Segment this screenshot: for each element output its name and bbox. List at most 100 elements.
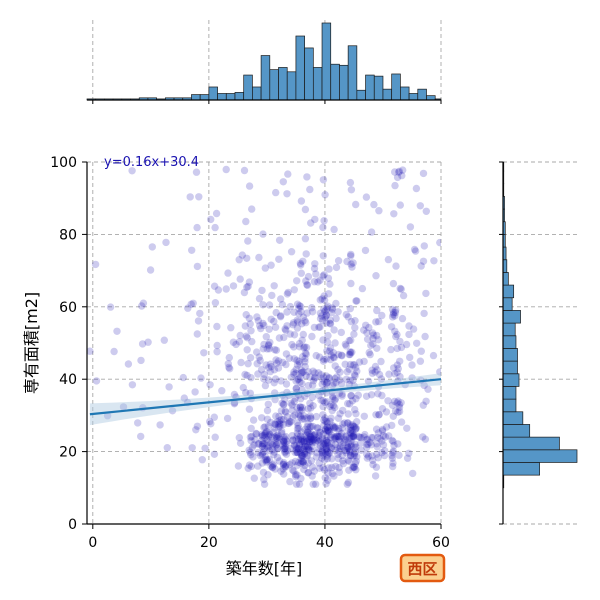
scatter-point <box>250 441 258 449</box>
scatter-point <box>342 432 350 440</box>
scatter-point <box>304 459 312 467</box>
scatter-point <box>378 391 386 400</box>
scatter-point <box>291 472 300 481</box>
scatter-point <box>283 322 291 330</box>
scatter-point <box>306 412 314 420</box>
scatter-point <box>240 166 249 175</box>
scatter-point <box>351 372 359 380</box>
scatter-point <box>275 357 283 365</box>
scatter-point <box>332 379 340 387</box>
scatter-point <box>368 366 376 374</box>
scatter-point <box>193 330 201 338</box>
scatter-point <box>339 420 347 428</box>
scatter-point <box>328 308 336 317</box>
scatter-point <box>270 379 278 387</box>
scatter-point <box>388 313 397 321</box>
scatter-point <box>345 336 353 345</box>
scatter-point <box>347 250 355 259</box>
scatter-point <box>260 448 268 456</box>
scatter-point <box>384 397 392 405</box>
scatter-point <box>307 435 315 444</box>
scatter-point <box>312 453 321 461</box>
scatter-point <box>297 455 305 463</box>
scatter-point <box>364 452 373 460</box>
scatter-point <box>301 317 309 325</box>
scatter-point <box>165 383 173 391</box>
scatter-point <box>372 318 380 326</box>
scatter-point <box>286 477 294 486</box>
scatter-point <box>298 415 306 423</box>
scatter-point <box>378 311 386 320</box>
scatter-point <box>325 265 333 273</box>
scatter-point <box>363 436 371 444</box>
scatter-point <box>370 200 378 209</box>
scatter-point <box>296 403 304 411</box>
scatter-point <box>264 471 272 479</box>
scatter-point <box>393 399 401 407</box>
scatter-point <box>346 423 355 431</box>
scatter-point <box>230 390 239 399</box>
scatter-point <box>375 370 384 379</box>
scatter-point <box>394 408 402 416</box>
scatter-point <box>259 230 267 238</box>
scatter-point <box>277 407 286 415</box>
top-hist-bar <box>304 47 314 101</box>
scatter-point <box>293 361 302 369</box>
scatter-point <box>373 440 381 448</box>
scatter-point <box>353 297 361 305</box>
scatter-point <box>315 435 323 443</box>
scatter-point <box>352 425 360 433</box>
scatter-point <box>307 414 315 422</box>
scatter-point <box>331 374 339 383</box>
y-tick-label: 80 <box>59 227 77 243</box>
scatter-point <box>273 434 281 442</box>
scatter-point <box>265 325 273 333</box>
scatter-point <box>278 300 287 309</box>
scatter-point <box>422 207 430 215</box>
scatter-point <box>349 464 357 472</box>
scatter-point <box>320 466 329 474</box>
scatter-point <box>306 185 314 194</box>
scatter-point <box>346 350 354 359</box>
top-hist-bar <box>269 69 279 101</box>
scatter-point <box>186 193 194 201</box>
scatter-point <box>310 431 319 439</box>
scatter-point <box>264 340 273 349</box>
scatter-point <box>265 442 273 451</box>
scatter-point <box>113 327 121 335</box>
scatter-point <box>320 378 328 386</box>
scatter-point <box>373 344 381 352</box>
top-hist-bar <box>339 64 349 101</box>
scatter-point <box>348 426 356 434</box>
scatter-point <box>316 428 324 437</box>
scatter-point <box>301 425 309 434</box>
scatter-point <box>281 447 289 456</box>
scatter-point <box>406 223 415 231</box>
scatter-point <box>417 347 425 355</box>
scatter-point <box>387 345 395 354</box>
scatter-point <box>309 422 317 431</box>
scatter-point <box>292 442 301 450</box>
scatter-point <box>273 434 281 442</box>
scatter-point <box>330 433 338 441</box>
scatter-point <box>323 417 331 426</box>
scatter-point <box>294 410 303 418</box>
scatter-point <box>349 452 357 460</box>
scatter-point <box>369 456 377 465</box>
scatter-point <box>351 459 360 468</box>
scatter-point <box>162 238 170 247</box>
scatter-point <box>260 375 268 383</box>
scatter-point <box>193 262 202 271</box>
scatter-point <box>303 414 311 422</box>
scatter-point <box>287 418 295 426</box>
scatter-point <box>367 441 375 449</box>
scatter-point <box>378 448 386 457</box>
scatter-point <box>292 377 300 385</box>
scatter-point <box>303 309 311 317</box>
scatter-point <box>346 304 354 313</box>
scatter-point <box>372 411 380 419</box>
scatter-point <box>247 424 255 433</box>
scatter-point <box>267 315 275 323</box>
scatter-point <box>396 337 404 346</box>
scatter-point <box>278 427 286 435</box>
